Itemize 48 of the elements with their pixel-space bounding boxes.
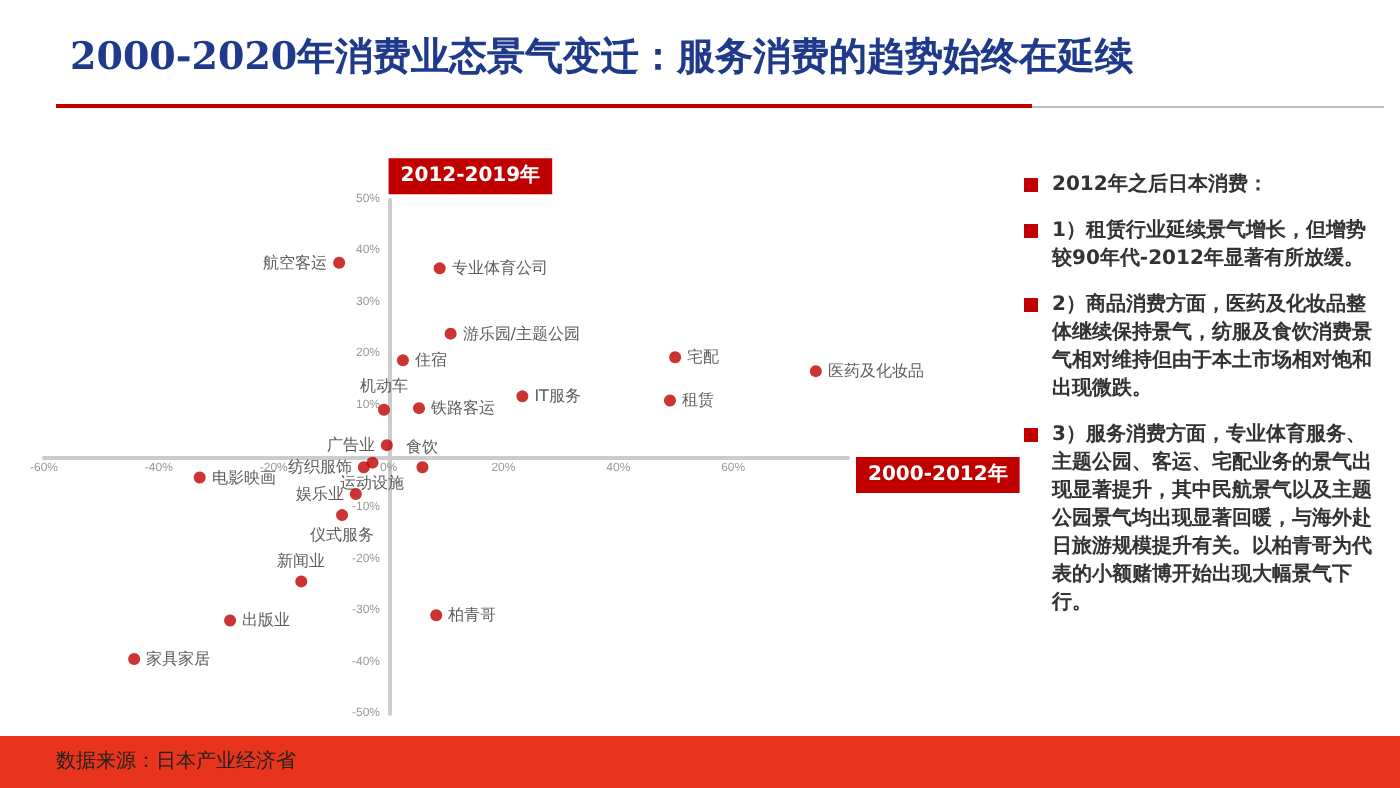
series-label: 娱乐业 <box>295 485 344 504</box>
point <box>663 394 676 407</box>
point <box>413 402 426 415</box>
point <box>193 471 206 484</box>
text: 2012年之后日本消费： <box>1052 174 1268 196</box>
series-label: 食饮 <box>406 438 439 457</box>
point <box>416 461 429 474</box>
point <box>516 390 529 403</box>
series-label: 电影映画 <box>211 468 276 487</box>
series-label: 广告业 <box>326 436 375 455</box>
point <box>128 653 141 665</box>
series-label: IT服务 <box>534 387 581 406</box>
series-label: 新闻业 <box>277 552 326 571</box>
series-label: 出版业 <box>242 611 291 630</box>
text: 3）服务消费方面，专业体育服务、主题公园、客运、宅配业务的景气出现显著提升，其中民航景气以及主题公园景气均出现显著回暖，与海外赴日旅游规模提升有关。以柏青哥为代表的小额赌博开始出现大幅景气下行。 <box>1052 424 1372 614</box>
point <box>224 614 237 627</box>
point <box>295 575 308 588</box>
point <box>809 365 822 378</box>
point <box>430 609 443 622</box>
source-note: 数据来源：日本产业经济省 <box>56 749 296 773</box>
point <box>433 262 446 275</box>
chart-title: 2000-2020年消费业态景气变迁：服务消费的趋势始终在延续 <box>70 35 1136 79</box>
series-label: 机动车 <box>359 376 408 395</box>
series-label: 医药及化妆品 <box>827 362 924 381</box>
series-label: 宅配 <box>687 348 720 367</box>
point <box>377 403 390 416</box>
point <box>444 327 457 340</box>
series-label: 运动设施 <box>340 473 405 492</box>
series-label: 专业体育公司 <box>451 259 548 278</box>
series-label: 纺织服饰 <box>287 458 352 477</box>
series-label: 仪式服务 <box>310 526 375 545</box>
series-label: 柏青哥 <box>446 606 497 625</box>
series-label: 住宿 <box>414 351 447 370</box>
point <box>396 354 409 367</box>
y-axis-title: 2012-2019年 <box>400 163 541 188</box>
text: 2）商品消费方面，医药及化妆品整体继续保持景气，纺服及食饮消费景气相对维持但由于本土市场相对饱和出现微跌。 <box>1052 294 1372 400</box>
point <box>669 351 682 364</box>
series-label: 游乐园/主题公园 <box>462 324 580 343</box>
series-label: 家具家居 <box>146 650 211 668</box>
text: 1）租赁行业延续景气增长，但增势较90年代-2012年显著有所放缓。 <box>1052 220 1366 270</box>
series-label: 铁路客运 <box>429 399 496 418</box>
series-label: 租赁 <box>681 391 714 410</box>
series-label: 航空客运 <box>263 253 328 272</box>
point <box>336 509 349 522</box>
point <box>333 256 346 269</box>
point <box>366 456 379 469</box>
x-axis-title: 2000-2012年 <box>868 462 1008 486</box>
point <box>380 439 393 452</box>
